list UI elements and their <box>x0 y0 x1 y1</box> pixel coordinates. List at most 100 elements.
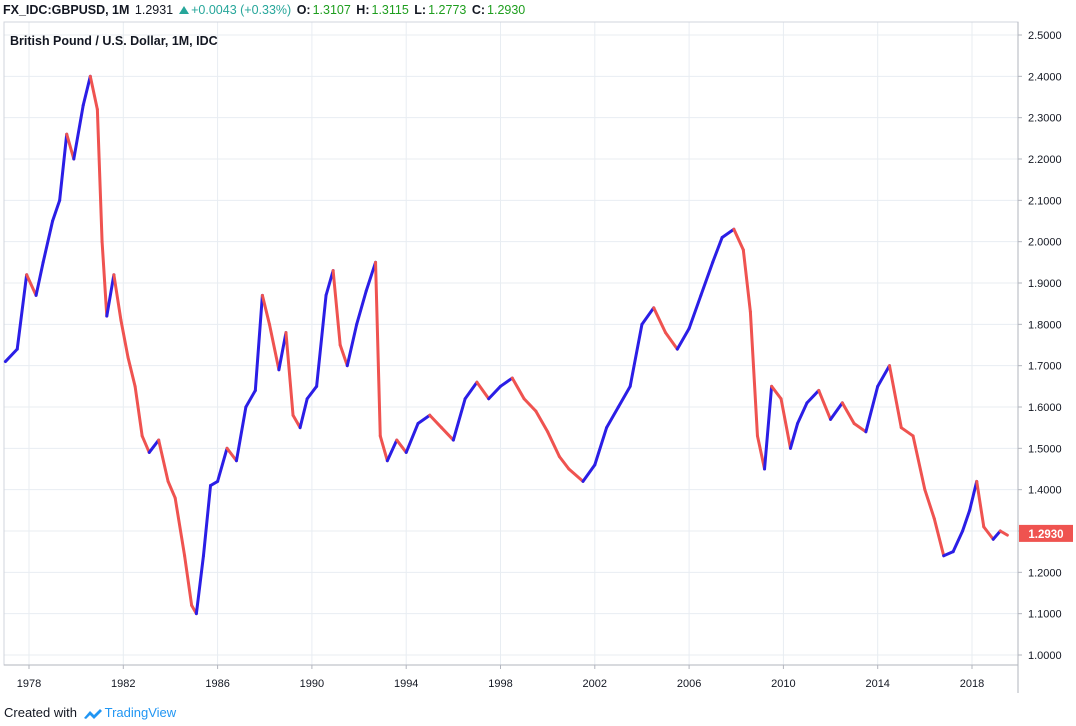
x-tick-label: 2018 <box>960 678 984 690</box>
last-price-label: 1.2930 <box>1028 529 1063 541</box>
price-segment <box>331 269 342 347</box>
price-segment <box>291 413 302 430</box>
price-segment <box>225 446 238 463</box>
tradingview-link[interactable]: TradingView <box>104 705 177 720</box>
high-value: 1.3115 <box>371 3 409 17</box>
y-tick-label: 1.1000 <box>1028 609 1062 621</box>
price-segment <box>664 331 679 351</box>
price-segment <box>499 376 514 388</box>
price-segment <box>440 426 455 442</box>
low-label: L: <box>414 3 427 17</box>
y-tick-label: 2.3000 <box>1028 113 1062 125</box>
price-segment <box>119 318 130 359</box>
price-segment <box>788 422 800 450</box>
x-tick-label: 1998 <box>488 678 512 690</box>
price-segment <box>277 331 288 372</box>
price-segment <box>105 273 116 318</box>
price-segment <box>628 322 644 388</box>
price-segment <box>557 455 571 471</box>
price-segment <box>428 413 444 430</box>
price-axis: 1.00001.10001.20001.30001.40001.50001.60… <box>1018 30 1062 662</box>
price-segment <box>51 198 62 223</box>
price-segment <box>748 310 759 438</box>
price-segment <box>605 405 620 430</box>
chart-title: British Pound / U.S. Dollar, 1M, IDC <box>10 34 218 48</box>
y-tick-label: 2.2000 <box>1028 154 1062 166</box>
price-segment <box>3 347 19 364</box>
price-segment <box>385 438 399 463</box>
price-segment <box>140 434 151 454</box>
price-segment <box>805 388 821 405</box>
y-tick-label: 1.7000 <box>1028 361 1062 373</box>
candle-series <box>3 74 1009 616</box>
price-segment <box>183 554 194 607</box>
x-tick-label: 1986 <box>205 678 229 690</box>
low-value: 1.2773 <box>428 3 467 17</box>
price-chart[interactable]: 1.00001.10001.20001.30001.40001.50001.60… <box>0 0 1076 700</box>
footer: Created with TradingView <box>4 703 176 723</box>
y-tick-label: 1.4000 <box>1028 485 1062 497</box>
price-segment <box>267 322 281 372</box>
price-segment <box>305 384 319 401</box>
price-segment <box>687 293 703 330</box>
y-tick-label: 2.4000 <box>1028 71 1062 83</box>
price-segment <box>593 426 609 467</box>
price-segment <box>770 384 783 401</box>
price-segment <box>991 529 1002 541</box>
price-segment <box>829 401 844 421</box>
y-tick-label: 1.0000 <box>1028 650 1062 662</box>
y-tick-label: 1.5000 <box>1028 443 1062 455</box>
y-tick-label: 2.5000 <box>1028 30 1062 42</box>
x-tick-label: 2010 <box>771 678 795 690</box>
price-segment <box>779 397 792 450</box>
price-segment <box>463 380 479 401</box>
x-tick-label: 2002 <box>583 678 607 690</box>
price-segment <box>244 388 257 409</box>
price-segment <box>260 293 271 326</box>
price-segment <box>487 384 502 401</box>
price-segment <box>15 273 29 351</box>
x-tick-label: 2006 <box>677 678 701 690</box>
x-tick-label: 2014 <box>865 678 889 690</box>
price-segment <box>796 401 809 426</box>
price-segment <box>133 384 144 438</box>
price-segment <box>817 388 833 421</box>
price-segment <box>968 479 979 512</box>
price-segment <box>173 496 187 558</box>
price-segment <box>41 219 55 264</box>
price-segment <box>961 508 972 533</box>
price-segment <box>126 355 137 388</box>
price-segment <box>378 434 389 463</box>
y-tick-label: 2.1000 <box>1028 195 1062 207</box>
symbol-header: FX_IDC:GBPUSD, 1M 1.2931 +0.0043 (+0.33%)… <box>3 1 527 19</box>
open-value: 1.3107 <box>312 3 351 17</box>
price-segment <box>100 240 109 318</box>
price-segment <box>932 517 946 558</box>
price-segment <box>640 306 656 326</box>
price-segment <box>374 260 382 438</box>
price-segment <box>201 484 213 558</box>
price-segment <box>510 376 526 401</box>
close-label: C: <box>471 3 486 17</box>
x-tick-label: 1990 <box>300 678 324 690</box>
high-label: H: <box>356 3 370 17</box>
price-segment <box>147 438 161 454</box>
price-segment <box>25 273 38 297</box>
price-segment <box>404 422 420 454</box>
y-tick-label: 1.8000 <box>1028 319 1062 331</box>
price-segment <box>475 380 491 401</box>
price-segment <box>216 446 229 483</box>
price-segment <box>763 384 774 471</box>
open-label: O: <box>296 3 311 17</box>
chart-grid <box>4 22 1018 665</box>
price-segment <box>166 479 177 500</box>
symbol-label: FX_IDC:GBPUSD, 1M <box>3 3 130 17</box>
time-axis: 1978 1982 1986 1990 1994 1998 2002 2006 2010 2014… <box>17 665 984 690</box>
price-segment <box>755 434 767 471</box>
price-segment <box>112 273 123 322</box>
price-segment <box>416 413 432 426</box>
price-change: +0.0043 (+0.33%) <box>191 3 292 17</box>
price-segment <box>923 488 936 521</box>
price-segment <box>982 525 995 541</box>
price-segment <box>65 132 76 161</box>
